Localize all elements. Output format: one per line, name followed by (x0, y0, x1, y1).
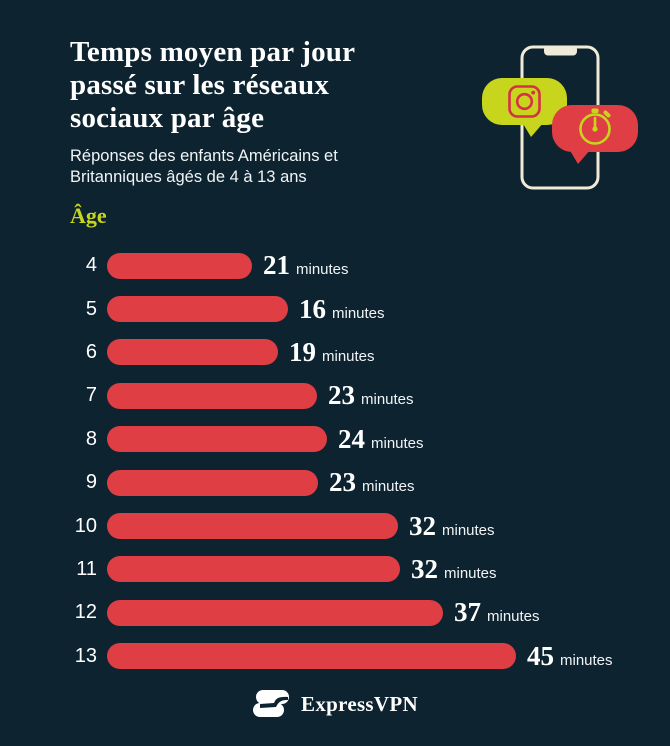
minutes-unit: minutes (296, 261, 349, 279)
value-label-group: 23 minutes (329, 467, 415, 498)
chart-row: 9 23 minutes (70, 461, 655, 504)
minutes-unit: minutes (560, 651, 613, 669)
phone-notch (544, 45, 577, 56)
stopwatch-bubble (552, 105, 638, 164)
minutes-value: 24 (338, 423, 365, 454)
subtitle: Réponses des enfants Américains et Brita… (70, 146, 338, 188)
bar (107, 296, 288, 323)
title-line-1: Temps moyen par jour (70, 36, 356, 68)
phone-illustration (482, 45, 638, 190)
minutes-unit: minutes (487, 608, 540, 626)
age-axis-label: Âge (70, 203, 107, 228)
chart-row: 11 32 minutes (70, 548, 655, 591)
chart-row: 7 23 minutes (70, 374, 655, 417)
bar (107, 643, 516, 670)
title-line-3: sociaux par âge (70, 102, 265, 134)
minutes-value: 19 (289, 336, 316, 367)
chart-rows: 4 21 minutes 5 16 minutes 6 19 minutes (70, 244, 655, 678)
subtitle-line-1: Réponses des enfants Américains et (70, 147, 338, 165)
minutes-unit: minutes (361, 391, 414, 409)
chart-row: 8 24 minutes (70, 418, 655, 461)
age-label: 5 (85, 297, 97, 320)
chart-row: 4 21 minutes (70, 244, 655, 287)
bar (107, 599, 443, 626)
bar (107, 469, 318, 496)
value-label-group: 21 minutes (263, 250, 349, 281)
value-label-group: 32 minutes (409, 511, 495, 542)
instagram-icon (508, 85, 541, 118)
chart-row: 6 19 minutes (70, 331, 655, 374)
minutes-value: 37 (454, 597, 481, 628)
page-title: Temps moyen par jour passé sur les résea… (70, 36, 355, 135)
minutes-value: 32 (411, 553, 438, 584)
minutes-unit: minutes (444, 564, 497, 582)
age-label: 6 (85, 340, 97, 363)
minutes-unit: minutes (442, 521, 495, 539)
chart-row: 12 37 minutes (70, 591, 655, 634)
value-label-group: 32 minutes (411, 554, 497, 585)
chart-row: 13 45 minutes (70, 635, 655, 678)
value-label-group: 24 minutes (338, 424, 424, 455)
bar-chart: 4 21 minutes 5 16 minutes 6 19 minutes (70, 244, 655, 678)
value-label-group: 23 minutes (328, 380, 414, 411)
minutes-unit: minutes (362, 478, 415, 496)
minutes-value: 32 (409, 510, 436, 541)
stopwatch-icon (579, 108, 611, 145)
age-label: 8 (85, 427, 97, 450)
age-label: 11 (76, 557, 97, 580)
instagram-bubble (482, 78, 567, 137)
bar (107, 252, 252, 279)
brand-footer: ExpressVPN (0, 682, 670, 726)
brand-name: ExpressVPN (301, 691, 418, 716)
bar (107, 556, 400, 583)
age-label: 9 (85, 471, 97, 494)
value-label-group: 19 minutes (289, 337, 375, 368)
expressvpn-logo-icon (253, 690, 290, 717)
bar (107, 382, 317, 409)
value-label-group: 16 minutes (299, 294, 385, 325)
minutes-unit: minutes (322, 347, 375, 365)
minutes-value: 45 (527, 640, 554, 671)
age-label: 12 (74, 601, 97, 624)
value-label-group: 45 minutes (527, 641, 613, 672)
minutes-value: 21 (263, 250, 290, 281)
bar (107, 339, 278, 366)
bar (107, 426, 327, 453)
age-label: 4 (85, 254, 97, 277)
age-label: 7 (85, 384, 97, 407)
chart-row: 5 16 minutes (70, 287, 655, 330)
minutes-value: 23 (329, 467, 356, 498)
minutes-unit: minutes (371, 434, 424, 452)
subtitle-line-2: Britanniques âgés de 4 à 13 ans (70, 168, 307, 186)
minutes-unit: minutes (332, 304, 385, 322)
age-label: 10 (74, 514, 97, 537)
chart-row: 10 32 minutes (70, 504, 655, 547)
age-label: 13 (74, 644, 97, 667)
minutes-value: 16 (299, 293, 326, 324)
title-line-2: passé sur les réseaux (70, 69, 330, 101)
bar (107, 513, 398, 540)
value-label-group: 37 minutes (454, 597, 540, 628)
minutes-value: 23 (328, 380, 355, 411)
